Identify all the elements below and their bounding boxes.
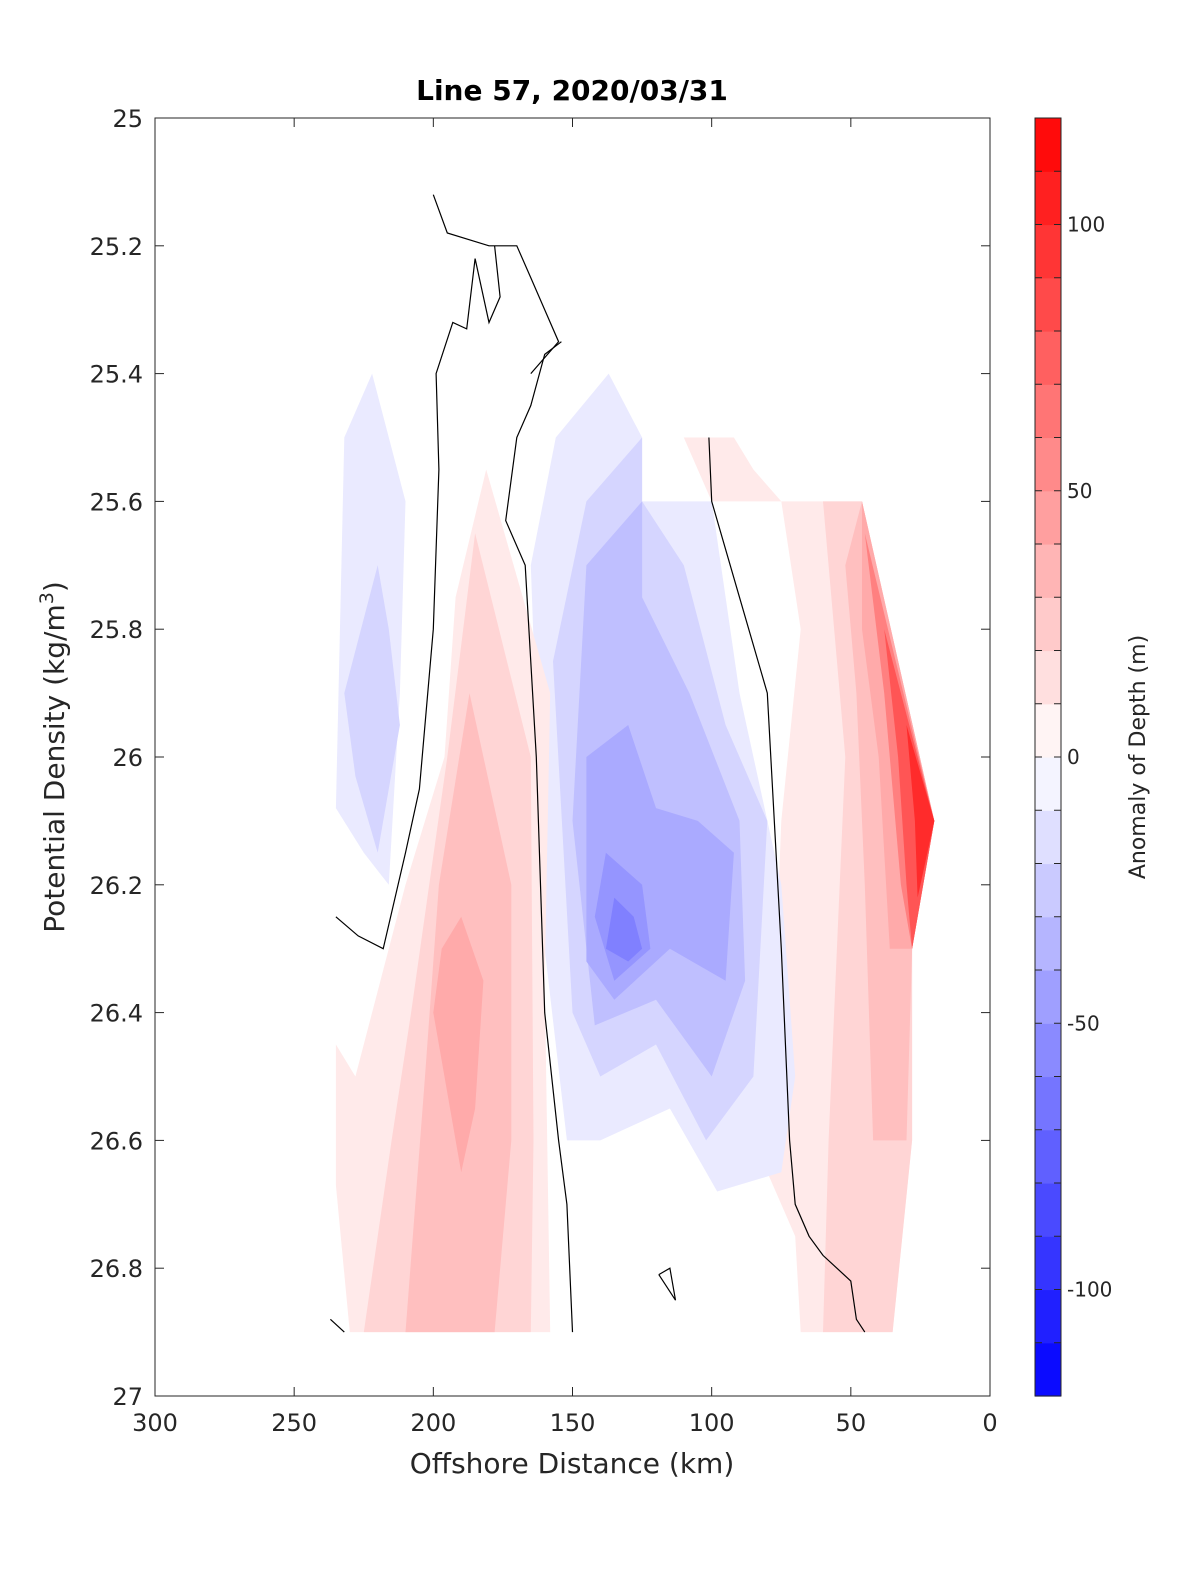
colorbar-band (1035, 1289, 1061, 1344)
colorbar-tick-label: 50 (1067, 479, 1092, 503)
y-tick-label: 26 (112, 744, 143, 772)
zero-contour-line-0 (432, 194, 560, 374)
colorbar-bands (1035, 118, 1061, 1397)
y-axis: 25 25.2 25.4 25.6 25.8 26 26.2 26.4 26.6 26.8 27 (90, 105, 990, 1411)
filled-contours (335, 373, 935, 1333)
y-axis-label-superscript: 3 (36, 592, 58, 604)
colorbar-band (1035, 1023, 1061, 1078)
colorbar-band (1035, 1342, 1061, 1397)
zero-contour-line-2 (505, 341, 574, 1333)
x-tick-label: 200 (410, 1409, 456, 1437)
colorbar-band (1035, 1129, 1061, 1184)
colorbar-band (1035, 277, 1061, 332)
y-tick-label: 25.8 (90, 616, 143, 644)
y-axis-label-tail: ) (38, 581, 71, 592)
colorbar-tick-label: -100 (1067, 1278, 1112, 1302)
y-tick-label: 26.2 (90, 872, 143, 900)
y-tick-label: 25.4 (90, 361, 143, 389)
colorbar-band (1035, 171, 1061, 226)
colorbar-tick-label: 0 (1067, 745, 1080, 769)
colorbar-band (1035, 597, 1061, 652)
y-tick-label: 26.6 (90, 1127, 143, 1155)
x-tick-label: 250 (271, 1409, 317, 1437)
chart-title: Line 57, 2020/03/31 (416, 74, 728, 107)
contour-region-14 (344, 565, 400, 853)
y-tick-label: 26.4 (90, 1000, 143, 1028)
colorbar-band (1035, 916, 1061, 971)
plot-area (154, 117, 991, 1397)
colorbar-band (1035, 757, 1061, 811)
colorbar-band (1035, 650, 1061, 705)
colorbar: 100 50 0 -50 -100 (1034, 117, 1112, 1397)
colorbar-band (1035, 490, 1061, 545)
x-axis: 300 250 200 150 100 50 0 (132, 118, 998, 1437)
colorbar-label: Anomaly of Depth (m) (1126, 635, 1151, 879)
x-tick-label: 50 (836, 1409, 867, 1437)
colorbar-band (1035, 118, 1061, 172)
colorbar-band (1035, 224, 1061, 279)
y-tick-label: 25.2 (90, 233, 143, 261)
colorbar-tick-label: 100 (1067, 213, 1105, 237)
zero-contour-line-1 (335, 245, 501, 950)
colorbar-band (1035, 810, 1061, 865)
colorbar-band (1035, 1236, 1061, 1291)
y-tick-label: 26.8 (90, 1255, 143, 1283)
colorbar-band (1035, 331, 1061, 385)
colorbar-band (1035, 970, 1061, 1024)
colorbar-ticks: 100 50 0 -50 -100 (1035, 170, 1112, 1344)
colorbar-tick-label: -50 (1067, 1011, 1100, 1035)
colorbar-band (1035, 437, 1061, 492)
zero-contour-line-4 (658, 1267, 677, 1301)
zero-contours (329, 194, 866, 1333)
colorbar-band (1035, 1183, 1061, 1237)
colorbar-band (1035, 384, 1061, 439)
zero-contour-line-3 (708, 437, 866, 1333)
contour-region-18 (433, 916, 484, 1173)
y-tick-label: 25.6 (90, 488, 143, 516)
x-tick-label: 100 (689, 1409, 735, 1437)
colorbar-band (1035, 703, 1061, 758)
colorbar-band (1035, 1076, 1061, 1131)
colorbar-band (1035, 544, 1061, 598)
y-tick-label: 27 (112, 1383, 143, 1411)
y-axis-label-main: Potential Density (kg/m (38, 604, 71, 933)
contour-region-12 (605, 897, 643, 962)
x-axis-label: Offshore Distance (km) (410, 1447, 735, 1480)
x-tick-label: 0 (982, 1409, 997, 1437)
zero-contour-line-5 (329, 1318, 345, 1333)
x-tick-label: 150 (550, 1409, 596, 1437)
contour-region-6 (906, 725, 935, 898)
y-tick-label: 25 (112, 105, 143, 133)
y-axis-label: Potential Density (kg/m3) (36, 581, 71, 933)
colorbar-band (1035, 863, 1061, 918)
x-tick-label: 300 (132, 1409, 178, 1437)
